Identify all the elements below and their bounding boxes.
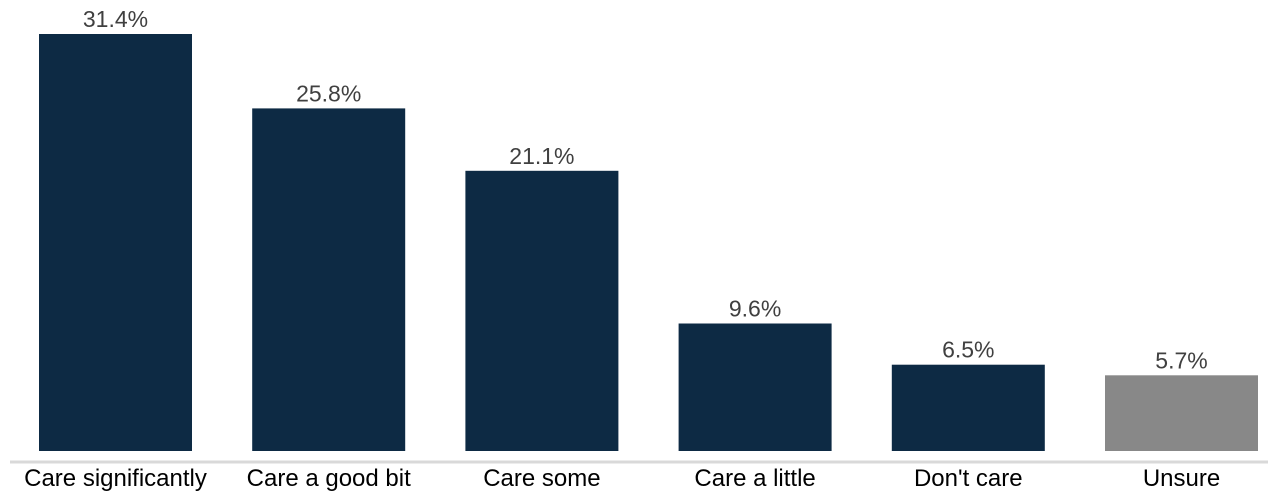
bar-3 (678, 323, 832, 451)
value-label-2: 21.1% (509, 143, 574, 169)
value-label-1: 25.8% (296, 80, 361, 106)
value-labels-group: 31.4% 25.8% 21.1% 9.6% 6.5% 5.7% (83, 6, 1208, 373)
value-label-5: 5.7% (1155, 347, 1207, 373)
value-label-0: 31.4% (83, 6, 148, 32)
category-label-0: Care significantly (24, 465, 207, 492)
value-label-3: 9.6% (729, 296, 781, 322)
value-label-4: 6.5% (942, 337, 994, 363)
category-label-2: Care some (483, 465, 600, 492)
category-label-3: Care a little (694, 465, 815, 492)
category-label-5: Unsure (1143, 465, 1220, 492)
bar-4 (891, 364, 1045, 451)
bar-0 (39, 34, 192, 451)
category-label-1: Care a good bit (247, 465, 411, 492)
category-labels-group: Care significantly Care a good bit Care so… (24, 465, 1220, 492)
bar-1 (252, 108, 406, 452)
bars-group (39, 34, 1258, 452)
category-label-4: Don't care (914, 465, 1023, 492)
bar-2 (465, 170, 619, 452)
bar-5 (1105, 375, 1258, 451)
